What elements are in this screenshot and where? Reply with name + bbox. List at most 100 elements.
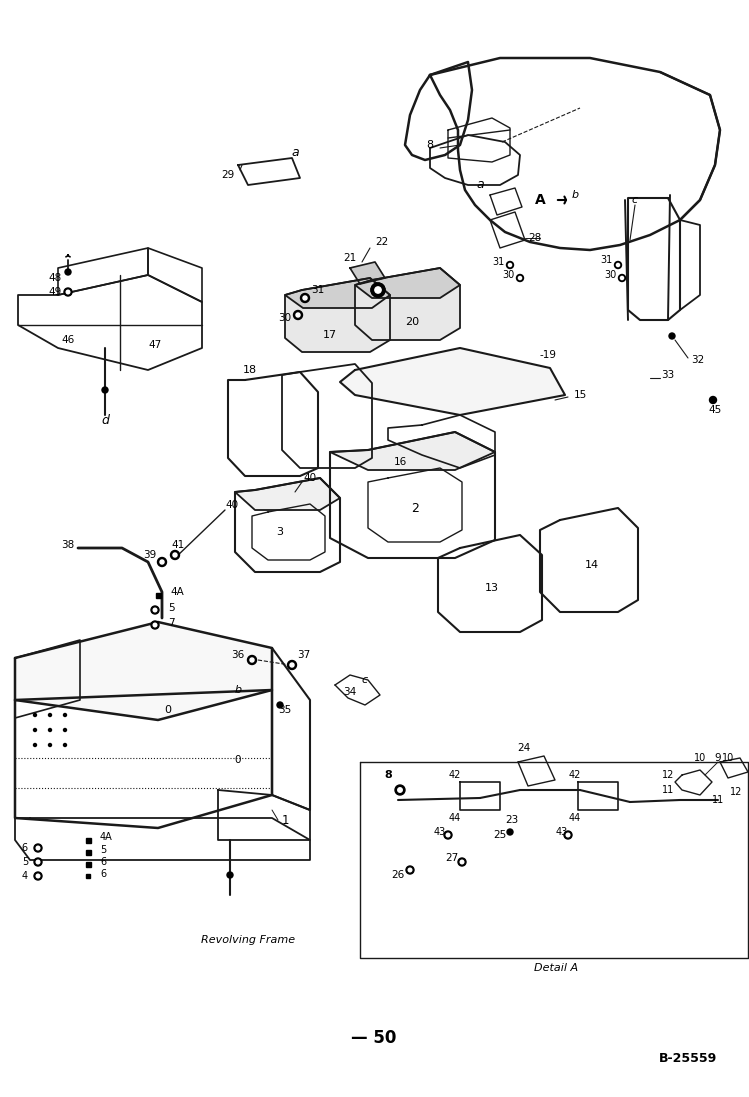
Text: 24: 24 bbox=[518, 743, 530, 753]
Text: 2: 2 bbox=[411, 501, 419, 514]
Circle shape bbox=[709, 396, 717, 404]
Polygon shape bbox=[355, 268, 460, 340]
Text: 43: 43 bbox=[556, 827, 568, 837]
Text: 16: 16 bbox=[393, 457, 407, 467]
Text: 31: 31 bbox=[492, 257, 504, 267]
Circle shape bbox=[398, 788, 402, 792]
Text: 30: 30 bbox=[502, 270, 514, 280]
Text: a: a bbox=[291, 146, 299, 158]
Text: 29: 29 bbox=[222, 170, 234, 180]
Circle shape bbox=[509, 263, 512, 267]
Text: 18: 18 bbox=[243, 365, 257, 375]
Text: 28: 28 bbox=[528, 233, 542, 244]
Text: 21: 21 bbox=[343, 253, 357, 263]
Circle shape bbox=[34, 744, 37, 746]
Text: 4: 4 bbox=[22, 871, 28, 881]
Circle shape bbox=[64, 289, 72, 296]
Circle shape bbox=[408, 868, 412, 872]
Circle shape bbox=[614, 261, 622, 269]
Text: 34: 34 bbox=[343, 687, 357, 697]
Text: 36: 36 bbox=[231, 651, 245, 660]
Text: 14: 14 bbox=[585, 559, 599, 570]
Circle shape bbox=[66, 291, 70, 294]
Text: 10: 10 bbox=[694, 753, 706, 764]
Text: 40: 40 bbox=[303, 473, 317, 483]
Text: 33: 33 bbox=[661, 370, 675, 380]
Circle shape bbox=[444, 832, 452, 839]
Circle shape bbox=[65, 269, 71, 275]
Text: 39: 39 bbox=[143, 550, 157, 559]
Text: 17: 17 bbox=[323, 330, 337, 340]
Circle shape bbox=[64, 744, 67, 746]
Circle shape bbox=[227, 872, 233, 878]
Text: 47: 47 bbox=[148, 340, 162, 350]
Text: 37: 37 bbox=[297, 651, 311, 660]
Circle shape bbox=[64, 728, 67, 732]
Circle shape bbox=[34, 844, 42, 852]
Text: 43: 43 bbox=[434, 827, 446, 837]
Circle shape bbox=[374, 286, 382, 294]
Circle shape bbox=[566, 834, 570, 837]
Text: 30: 30 bbox=[604, 270, 616, 280]
Circle shape bbox=[49, 713, 52, 716]
Circle shape bbox=[517, 274, 524, 282]
Circle shape bbox=[171, 551, 180, 559]
Text: 6: 6 bbox=[100, 869, 106, 879]
Text: 11: 11 bbox=[712, 795, 724, 805]
Text: c: c bbox=[632, 195, 638, 205]
Text: 6: 6 bbox=[100, 857, 106, 867]
Text: 5: 5 bbox=[22, 857, 28, 867]
Text: 44: 44 bbox=[449, 813, 461, 823]
Circle shape bbox=[518, 276, 521, 280]
Circle shape bbox=[616, 263, 619, 267]
Polygon shape bbox=[285, 278, 390, 352]
Circle shape bbox=[288, 660, 297, 669]
Text: 26: 26 bbox=[392, 870, 404, 880]
Circle shape bbox=[296, 313, 300, 317]
Text: — 50: — 50 bbox=[351, 1029, 397, 1047]
Circle shape bbox=[406, 866, 414, 874]
Text: Detail A: Detail A bbox=[534, 963, 578, 973]
Circle shape bbox=[669, 333, 675, 339]
Text: 0: 0 bbox=[234, 755, 241, 765]
Text: a: a bbox=[476, 179, 484, 192]
Text: 5: 5 bbox=[168, 603, 175, 613]
Circle shape bbox=[250, 658, 254, 661]
Circle shape bbox=[303, 296, 307, 299]
Circle shape bbox=[507, 829, 513, 835]
Text: 11: 11 bbox=[662, 785, 674, 795]
Circle shape bbox=[36, 874, 40, 878]
Text: 42: 42 bbox=[449, 770, 461, 780]
Circle shape bbox=[458, 858, 466, 866]
Circle shape bbox=[160, 559, 164, 564]
Text: 45: 45 bbox=[709, 405, 721, 415]
Text: 32: 32 bbox=[691, 355, 705, 365]
Text: 31: 31 bbox=[600, 255, 612, 265]
Circle shape bbox=[151, 621, 159, 629]
Text: 5: 5 bbox=[100, 845, 106, 855]
Text: 30: 30 bbox=[279, 313, 291, 323]
Text: 12: 12 bbox=[662, 770, 674, 780]
Text: 13: 13 bbox=[485, 583, 499, 593]
Circle shape bbox=[173, 553, 177, 557]
Circle shape bbox=[154, 623, 157, 626]
Text: 8: 8 bbox=[426, 140, 434, 150]
Circle shape bbox=[460, 860, 464, 863]
Polygon shape bbox=[15, 622, 272, 720]
Circle shape bbox=[374, 286, 381, 293]
Circle shape bbox=[34, 872, 42, 880]
Circle shape bbox=[154, 608, 157, 612]
Text: 15: 15 bbox=[574, 391, 586, 400]
Circle shape bbox=[620, 276, 624, 280]
Circle shape bbox=[371, 283, 385, 297]
Text: 27: 27 bbox=[446, 853, 458, 863]
Text: Revolving Frame: Revolving Frame bbox=[201, 935, 295, 945]
Circle shape bbox=[290, 663, 294, 667]
Polygon shape bbox=[350, 262, 385, 284]
Text: 23: 23 bbox=[506, 815, 518, 825]
Bar bbox=[85, 849, 91, 855]
Text: 4A: 4A bbox=[170, 587, 184, 597]
Text: 44: 44 bbox=[569, 813, 581, 823]
Circle shape bbox=[36, 846, 40, 850]
Text: 22: 22 bbox=[375, 237, 389, 247]
